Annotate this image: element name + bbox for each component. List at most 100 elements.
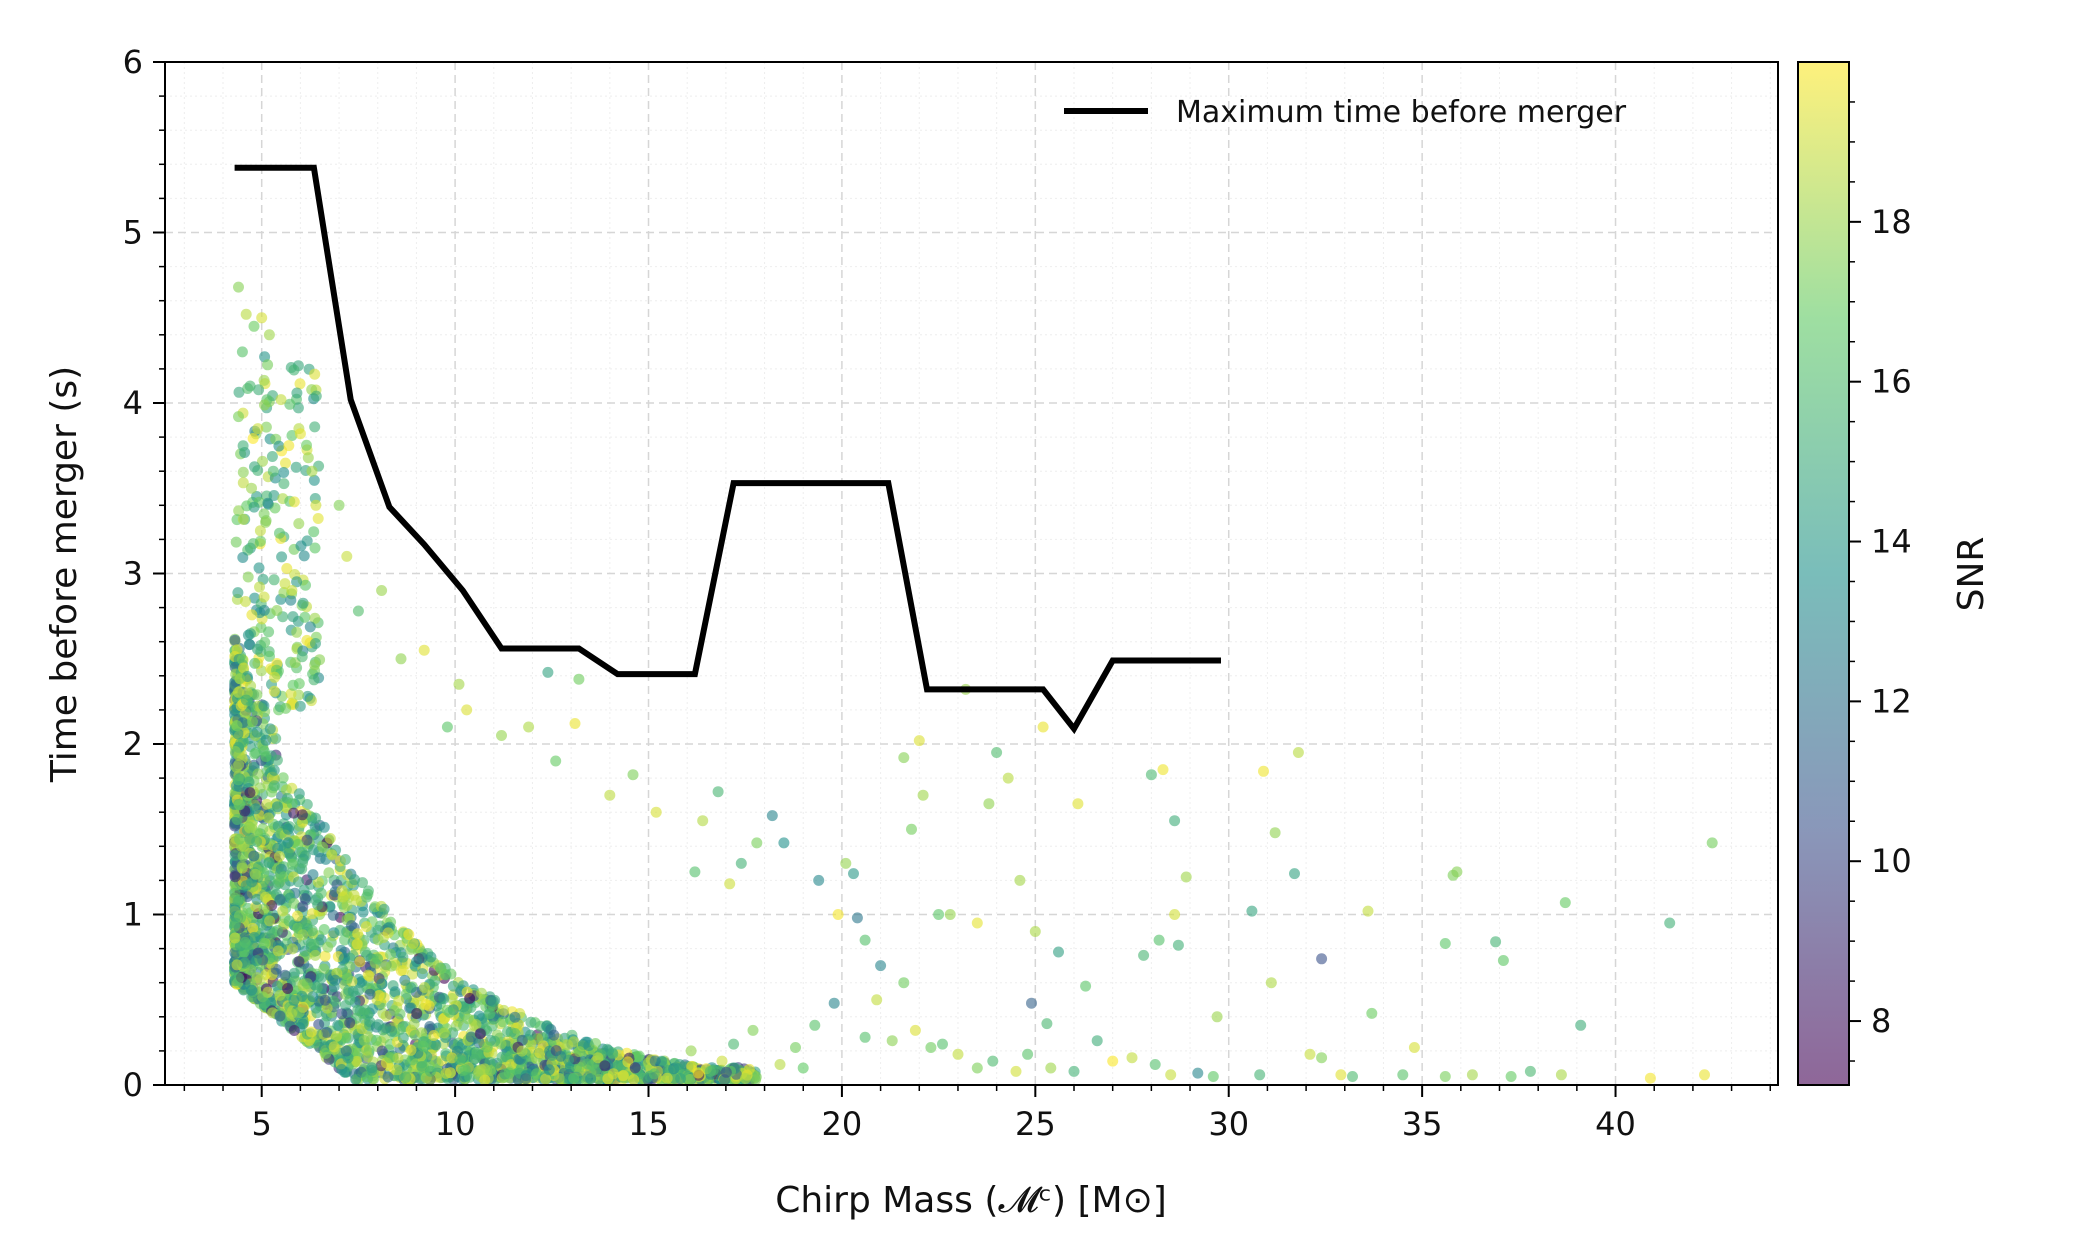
scatter-point	[314, 853, 326, 864]
scatter-point	[232, 587, 244, 599]
y-tick-label: 6	[123, 43, 143, 81]
scatter-point	[331, 1030, 342, 1042]
scatter-point	[292, 838, 304, 850]
scatter-point	[987, 1055, 999, 1067]
scatter-point	[617, 1070, 629, 1082]
scatter-point	[1002, 772, 1014, 784]
scatter-point	[1497, 955, 1509, 966]
scatter-point	[232, 774, 244, 786]
scatter-point	[264, 915, 276, 927]
scatter-point	[275, 394, 287, 406]
scatter-point	[240, 596, 251, 607]
scatter-point	[875, 960, 887, 972]
scatter-point	[1080, 980, 1092, 992]
scatter-point	[266, 451, 278, 462]
scatter-point	[372, 1019, 384, 1031]
scatter-point	[352, 605, 364, 617]
scatter-point	[496, 730, 507, 741]
scatter-point	[268, 764, 280, 776]
scatter-point	[274, 894, 286, 905]
scatter-point	[1172, 939, 1184, 951]
scatter-point	[364, 988, 376, 1000]
scatter-point	[317, 841, 329, 853]
scatter-point	[272, 945, 284, 957]
scatter-point	[251, 836, 263, 847]
scatter-point	[444, 1006, 456, 1018]
scatter-point	[318, 924, 330, 935]
scatter-point	[282, 823, 294, 835]
scatter-point	[395, 653, 407, 665]
scatter-point	[590, 1038, 601, 1049]
scatter-point	[340, 1032, 352, 1044]
scatter-point	[324, 833, 336, 844]
scatter-point	[253, 384, 265, 396]
scatter-point	[384, 1052, 396, 1064]
scatter-point	[1366, 1007, 1378, 1019]
scatter-point	[240, 308, 252, 320]
scatter-point	[267, 465, 279, 477]
scatter-point	[344, 1017, 356, 1029]
scatter-point	[429, 975, 441, 987]
scatter-point	[268, 574, 280, 586]
scatter-point	[750, 1071, 762, 1083]
scatter-point	[496, 1051, 508, 1063]
scatter-point	[1041, 1018, 1053, 1030]
scatter-point	[233, 505, 245, 517]
scatter-point	[386, 960, 397, 972]
scatter-point	[310, 499, 322, 511]
scatter-point	[260, 516, 272, 528]
scatter-point	[284, 398, 296, 410]
scatter-point	[425, 951, 437, 963]
scatter-point	[1246, 905, 1258, 917]
scatter-point	[231, 959, 243, 971]
scatter-point	[315, 972, 327, 984]
scatter-point	[543, 1064, 555, 1076]
scatter-point	[309, 612, 321, 624]
scatter-point	[622, 1056, 634, 1068]
scatter-point	[692, 1067, 704, 1079]
scatter-point	[438, 993, 450, 1005]
scatter-point	[1107, 1055, 1119, 1067]
scatter-point	[311, 1007, 323, 1019]
scatter-point	[239, 936, 251, 948]
scatter-point	[851, 912, 863, 924]
scatter-point	[534, 1047, 546, 1059]
scatter-point	[309, 659, 321, 671]
scatter-point	[1145, 769, 1157, 781]
scatter-point	[258, 374, 270, 386]
scatter-point	[486, 1020, 498, 1032]
scatter-point	[435, 963, 447, 975]
scatter-point	[661, 1072, 673, 1084]
scatter-point	[362, 1051, 374, 1063]
scatter-point	[288, 994, 300, 1006]
scatter-point	[1211, 1011, 1223, 1023]
scatter-point	[473, 1037, 485, 1049]
scatter-point	[1207, 1071, 1219, 1082]
scatter-point	[263, 329, 275, 341]
scatter-point	[937, 1038, 948, 1050]
scatter-point	[287, 943, 298, 955]
scatter-point	[358, 1035, 370, 1046]
scatter-point	[1397, 1069, 1409, 1081]
x-tick-label: 25	[1015, 1105, 1056, 1143]
scatter-point	[471, 1049, 483, 1061]
scatter-point	[590, 1064, 602, 1076]
scatter-point	[246, 984, 258, 996]
scatter-point	[913, 735, 925, 747]
scatter-point	[229, 887, 241, 899]
scatter-point	[1037, 721, 1049, 733]
scatter-point	[464, 992, 476, 1004]
scatter-point	[859, 934, 871, 946]
scatter-point	[308, 938, 320, 950]
scatter-point	[1408, 1042, 1420, 1053]
dense-scatter-cloud	[229, 351, 762, 1086]
scatter-point	[295, 540, 307, 552]
scatter-point	[417, 1040, 429, 1052]
scatter-point	[391, 1064, 403, 1076]
scatter-point	[246, 482, 257, 494]
scatter-point	[628, 1074, 640, 1086]
scatter-point	[601, 1043, 613, 1055]
scatter-point	[716, 1055, 728, 1067]
scatter-point	[385, 948, 397, 960]
